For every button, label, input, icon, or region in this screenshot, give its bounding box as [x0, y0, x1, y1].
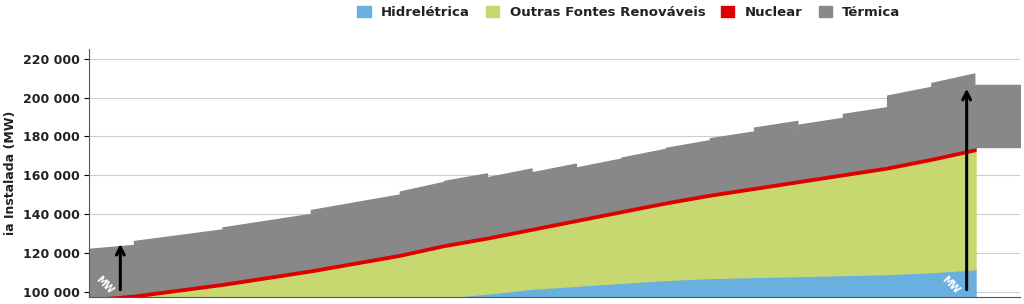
Legend: Hidrelétrica, Outras Fontes Renováveis, Nuclear, Térmica: Hidrelétrica, Outras Fontes Renováveis, … [352, 1, 906, 25]
Text: MW: MW [94, 274, 116, 296]
Text: MW: MW [940, 274, 962, 296]
Y-axis label: ia Instalada (MW): ia Instalada (MW) [4, 111, 17, 235]
